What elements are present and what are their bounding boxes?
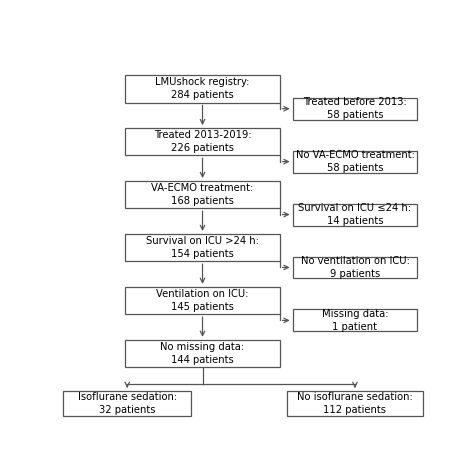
Text: Missing data:
1 patient: Missing data: 1 patient — [322, 309, 388, 332]
Text: Survival on ICU >24 h:
154 patients: Survival on ICU >24 h: 154 patients — [146, 236, 259, 259]
FancyBboxPatch shape — [292, 98, 418, 119]
Text: No VA-ECMO treatment:
58 patients: No VA-ECMO treatment: 58 patients — [295, 150, 414, 173]
FancyBboxPatch shape — [125, 128, 280, 155]
FancyBboxPatch shape — [292, 151, 418, 173]
FancyBboxPatch shape — [125, 75, 280, 102]
Text: VA-ECMO treatment:
168 patients: VA-ECMO treatment: 168 patients — [151, 183, 254, 206]
Text: Ventilation on ICU:
145 patients: Ventilation on ICU: 145 patients — [156, 289, 249, 312]
Text: No ventilation on ICU:
9 patients: No ventilation on ICU: 9 patients — [301, 256, 410, 279]
FancyBboxPatch shape — [125, 234, 280, 261]
FancyBboxPatch shape — [125, 287, 280, 314]
FancyBboxPatch shape — [287, 391, 423, 416]
Text: Treated before 2013:
58 patients: Treated before 2013: 58 patients — [303, 97, 407, 120]
Text: Treated 2013-2019:
226 patients: Treated 2013-2019: 226 patients — [154, 130, 251, 153]
FancyBboxPatch shape — [292, 204, 418, 226]
Text: No isoflurane sedation:
112 patients: No isoflurane sedation: 112 patients — [297, 392, 413, 415]
Text: Survival on ICU ≤24 h:
14 patients: Survival on ICU ≤24 h: 14 patients — [299, 203, 411, 226]
FancyBboxPatch shape — [292, 256, 418, 278]
Text: No missing data:
144 patients: No missing data: 144 patients — [161, 342, 245, 365]
FancyBboxPatch shape — [63, 391, 191, 416]
Text: LMUshock registry:
284 patients: LMUshock registry: 284 patients — [155, 77, 250, 100]
FancyBboxPatch shape — [292, 310, 418, 331]
FancyBboxPatch shape — [125, 181, 280, 209]
Text: Isoflurane sedation:
32 patients: Isoflurane sedation: 32 patients — [78, 392, 177, 415]
FancyBboxPatch shape — [125, 340, 280, 367]
